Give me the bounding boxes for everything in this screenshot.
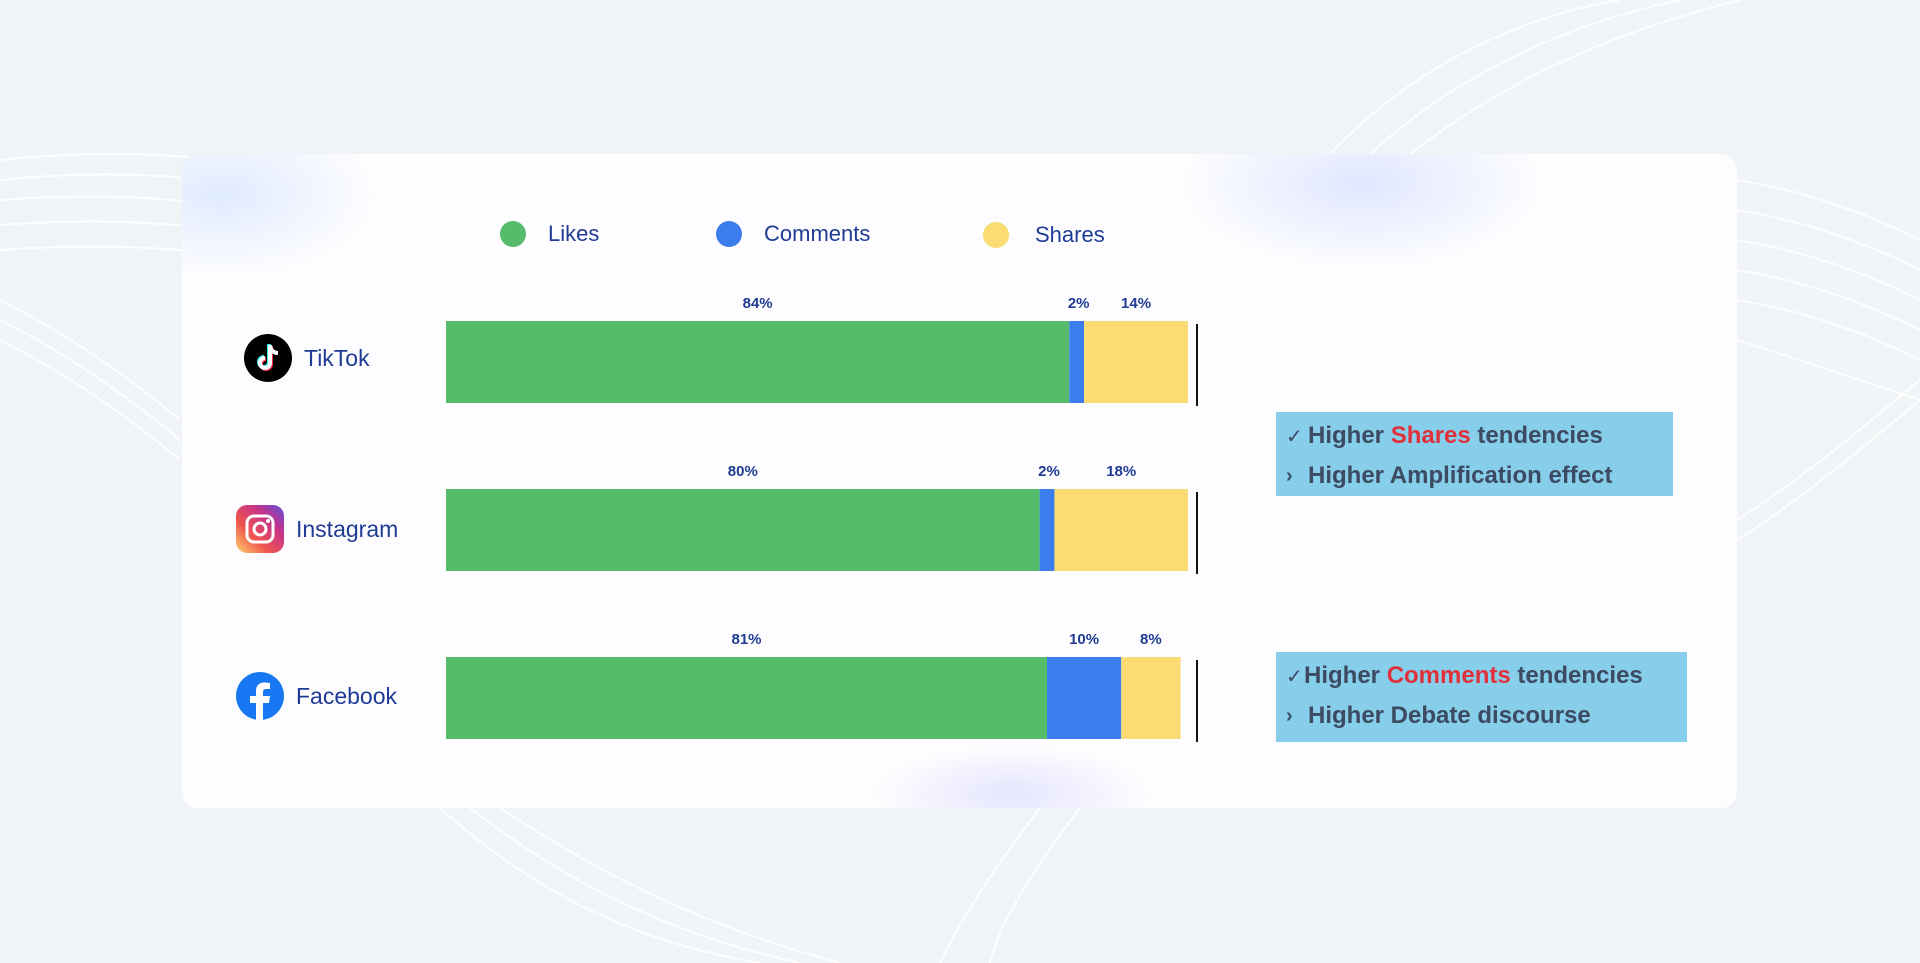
bar-tiktok-shares	[1084, 321, 1188, 403]
platform-label-facebook: Facebook	[236, 672, 397, 720]
insight-line: › Higher Amplification effect	[1286, 456, 1663, 496]
insight-highlight: Comments	[1386, 662, 1511, 689]
insight-highlight: Shares	[1390, 422, 1471, 449]
bar-facebook-likes	[446, 657, 1048, 739]
data-label-instagram-comments: 2%	[1038, 463, 1060, 480]
legend-item-comments: Comments	[716, 219, 870, 249]
bar-instagram-comments	[1039, 489, 1055, 571]
check-icon: ✓	[1286, 665, 1303, 688]
bar-facebook-shares	[1121, 657, 1181, 739]
insight-text-suffix: tendencies	[1510, 662, 1643, 689]
data-label-instagram-likes: 80%	[728, 463, 758, 480]
instagram-logo-icon	[236, 505, 284, 553]
insight-text: Higher Debate discourse	[1308, 702, 1591, 729]
data-label-instagram-shares: 18%	[1106, 463, 1136, 480]
legend-swatch-shares	[983, 222, 1009, 248]
insight-box-tiktok-instagram: ✓ Higher Shares tendencies › Higher Ampl…	[1276, 412, 1673, 496]
legend-item-likes: Likes	[500, 219, 599, 249]
chart-card: 84% 2% 14% 80% 2% 18% 81% 10% 8% Likes Comments …	[182, 154, 1737, 808]
insight-box-facebook: ✓ Higher Comments tendencies › Higher De…	[1276, 652, 1687, 742]
facebook-logo-icon	[236, 672, 284, 720]
insight-text-prefix: Higher	[1308, 422, 1391, 449]
data-label-tiktok-likes: 84%	[743, 295, 773, 312]
data-label-tiktok-shares: 14%	[1121, 295, 1151, 312]
data-label-facebook-comments: 10%	[1069, 631, 1099, 648]
bar-tiktok-likes	[446, 321, 1070, 403]
insight-line: ✓ Higher Comments tendencies	[1286, 656, 1677, 696]
stacked-bar-chart: 84% 2% 14% 80% 2% 18% 81% 10% 8%	[446, 295, 1198, 742]
data-label-facebook-likes: 81%	[731, 631, 761, 648]
legend-label-comments: Comments	[764, 221, 871, 246]
chevron-right-icon: ›	[1286, 704, 1293, 727]
insight-text-suffix: tendencies	[1470, 422, 1603, 449]
insight-line: ✓ Higher Shares tendencies	[1286, 416, 1663, 456]
legend-swatch-likes	[500, 221, 526, 247]
insight-line: › Higher Debate discourse	[1286, 696, 1677, 736]
bar-facebook-comments	[1047, 657, 1122, 739]
data-label-facebook-shares: 8%	[1140, 631, 1162, 648]
platform-name: Instagram	[296, 515, 399, 542]
chevron-right-icon: ›	[1286, 464, 1293, 487]
legend-label-shares: Shares	[1035, 222, 1105, 247]
bar-instagram-likes	[446, 489, 1040, 571]
insight-text-prefix: Higher	[1304, 662, 1387, 689]
check-icon: ✓	[1286, 425, 1303, 448]
legend-item-shares: Shares	[983, 220, 1105, 250]
platform-label-tiktok: TikTok	[244, 334, 370, 382]
platform-name: TikTok	[304, 344, 370, 371]
platform-name: Facebook	[296, 682, 398, 709]
bar-instagram-shares	[1054, 489, 1188, 571]
data-label-tiktok-comments: 2%	[1068, 295, 1090, 312]
legend-label-likes: Likes	[548, 221, 600, 246]
tiktok-logo-icon	[244, 334, 292, 382]
platform-label-instagram: Instagram	[236, 505, 398, 553]
bar-tiktok-comments	[1069, 321, 1085, 403]
insight-text: Higher Amplification effect	[1308, 462, 1613, 489]
legend-swatch-comments	[716, 221, 742, 247]
